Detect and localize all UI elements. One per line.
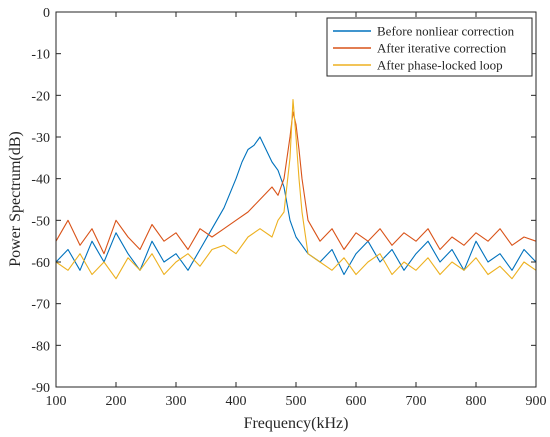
y-tick-label: -90 xyxy=(31,381,50,396)
y-tick-label: -20 xyxy=(31,89,50,104)
series-line-3 xyxy=(55,98,537,280)
series-layer xyxy=(55,98,537,280)
x-tick-label: 800 xyxy=(466,394,487,409)
y-tick-label: -40 xyxy=(31,173,50,188)
legend-label-2: After iterative correction xyxy=(377,41,507,56)
legend-label-1: Before nonliear correction xyxy=(377,24,515,39)
x-tick-label: 400 xyxy=(226,394,247,409)
x-axis-label: Frequency(kHz) xyxy=(244,415,349,432)
y-tick-label: -10 xyxy=(31,48,50,63)
y-tick-label: -60 xyxy=(31,256,50,271)
x-tick-label: 600 xyxy=(346,394,367,409)
series-line-1 xyxy=(55,136,537,276)
ticks-layer: 100 200 300 400 500 600 700 800 900 0 -10 -20 -30 -40… xyxy=(31,6,546,409)
x-tick-label: 300 xyxy=(166,394,187,409)
y-axis-label: Power Spectrum(dB) xyxy=(7,131,24,267)
y-tick-label: 0 xyxy=(43,6,50,21)
x-tick-label: 200 xyxy=(106,394,127,409)
x-tick-label: 500 xyxy=(286,394,307,409)
y-tick-label: -80 xyxy=(31,339,50,354)
x-tick-label: 700 xyxy=(406,394,427,409)
legend-label-3: After phase-locked loop xyxy=(377,58,503,73)
y-tick-label: -70 xyxy=(31,298,50,313)
x-tick-label: 900 xyxy=(526,394,547,409)
legend-box xyxy=(326,17,533,77)
x-tick-label: 100 xyxy=(46,394,67,409)
y-tick-label: -30 xyxy=(31,131,50,146)
legend: Before nonliear correction After iterativ… xyxy=(326,17,533,77)
y-tick-label: -50 xyxy=(31,214,50,229)
